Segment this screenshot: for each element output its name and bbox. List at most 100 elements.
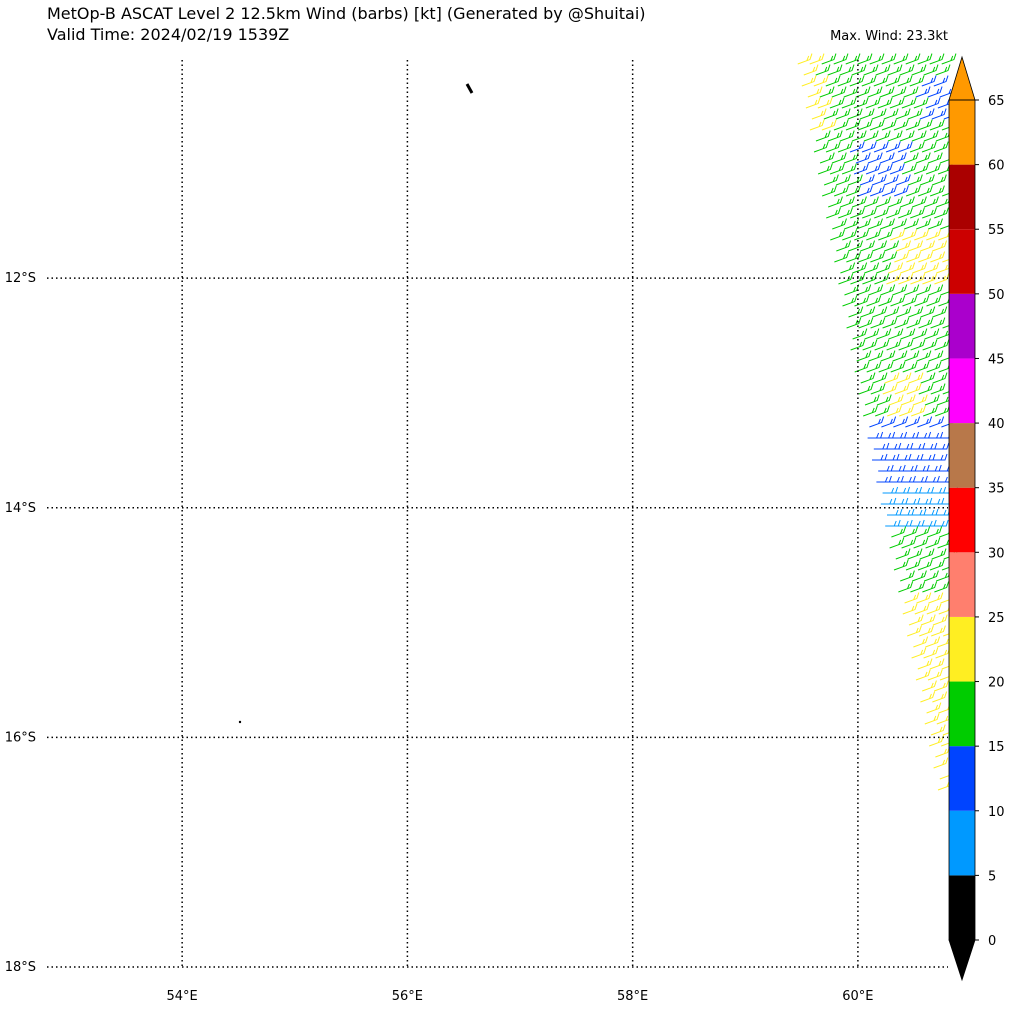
wind-barb — [835, 174, 851, 186]
wind-barb — [811, 108, 827, 120]
colorbar-label: 30 — [988, 546, 1005, 561]
lon-label: 54°E — [167, 989, 198, 1004]
wind-barb — [905, 119, 921, 131]
wind-barb — [886, 339, 902, 351]
colorbar-segment — [949, 616, 975, 682]
wind-barb — [907, 625, 922, 637]
wind-barb — [803, 64, 819, 76]
colorbar-extend-high — [948, 55, 976, 101]
wind-barb — [909, 141, 925, 153]
wind-barb — [898, 207, 913, 219]
wind-barb — [841, 97, 857, 109]
wind-barb — [930, 317, 946, 329]
wind-barb — [830, 229, 845, 241]
wind-barb — [931, 548, 947, 560]
wind-barb — [906, 251, 922, 263]
wind-barb — [869, 119, 885, 131]
wind-barb — [932, 691, 948, 703]
wind-barb — [842, 229, 857, 241]
wind-barb — [928, 284, 944, 296]
wind-barb — [926, 229, 941, 241]
wind-barb — [823, 174, 839, 186]
wind-barb — [919, 174, 935, 186]
wind-barb — [893, 559, 909, 571]
wind-barb — [883, 174, 899, 186]
wind-barb — [844, 284, 860, 296]
wind-barb — [882, 383, 898, 395]
wind-barb — [815, 64, 831, 76]
wind-barb — [903, 86, 919, 98]
wind-barb — [926, 603, 942, 615]
wind-barb — [863, 64, 879, 76]
lat-label: 12°S — [5, 271, 36, 286]
wind-barb — [912, 394, 928, 406]
wind-barb — [895, 548, 911, 560]
wind-barb — [921, 141, 937, 153]
lon-label: 58°E — [617, 989, 648, 1004]
wind-barb — [836, 240, 852, 252]
wind-barb — [875, 64, 891, 76]
wind-barb — [866, 361, 882, 373]
wind-barb — [894, 251, 910, 263]
wind-barb — [856, 218, 871, 230]
wind-barb — [928, 218, 943, 230]
wind-barb — [901, 163, 917, 175]
wind-barb — [867, 86, 883, 98]
wind-barb — [904, 350, 920, 362]
wind-barb — [924, 262, 940, 274]
wind-barb — [871, 108, 887, 120]
wind-barb — [846, 317, 862, 329]
wind-barb — [928, 350, 944, 362]
wind-barb — [869, 416, 885, 428]
wind-barb — [897, 141, 913, 153]
wind-barb — [872, 240, 888, 252]
wind-barb — [902, 229, 917, 241]
wind-barb — [913, 97, 929, 109]
wind-barb — [877, 163, 893, 175]
wind-barb — [932, 453, 948, 461]
wind-barb — [923, 64, 939, 76]
colorbar-segment — [949, 100, 975, 165]
wind-barb — [817, 163, 833, 175]
wind-barb — [859, 174, 875, 186]
wind-barb — [900, 328, 916, 340]
wind-barb — [900, 394, 916, 406]
wind-barb — [867, 152, 883, 164]
wind-barb — [926, 295, 942, 307]
wind-barb — [933, 75, 949, 87]
wind-barb — [922, 273, 938, 285]
wind-barb — [893, 119, 909, 131]
wind-barb — [899, 405, 914, 417]
wind-barb — [846, 251, 862, 263]
wind-barb — [815, 130, 831, 142]
wind-barb — [903, 152, 919, 164]
island — [238, 720, 242, 724]
wind-barb — [916, 592, 932, 604]
wind-barb — [929, 416, 945, 428]
wind-barb — [934, 339, 950, 351]
wind-barb — [895, 108, 911, 120]
wind-barb — [923, 130, 939, 142]
wind-barb — [903, 526, 919, 538]
wind-barb — [884, 306, 900, 318]
wind-barb — [907, 548, 923, 560]
wind-barb — [892, 284, 908, 296]
wind-barb — [915, 86, 931, 98]
wind-barb — [910, 207, 925, 219]
wind-barb — [908, 240, 924, 252]
wind-barb — [891, 152, 907, 164]
colorbar-label: 60 — [988, 159, 1005, 174]
wind-barb — [828, 196, 843, 208]
wind-barb — [862, 339, 878, 351]
colorbar-label: 5 — [988, 869, 996, 884]
wind-barb — [819, 86, 835, 98]
wind-barb — [910, 581, 926, 593]
wind-barb — [905, 53, 921, 65]
wind-barb — [908, 372, 924, 384]
wind-barb — [912, 570, 927, 582]
wind-barb — [910, 339, 926, 351]
wind-barb — [890, 361, 906, 373]
wind-barb — [928, 592, 944, 604]
wind-barb — [915, 669, 931, 681]
wind-barb — [878, 361, 894, 373]
